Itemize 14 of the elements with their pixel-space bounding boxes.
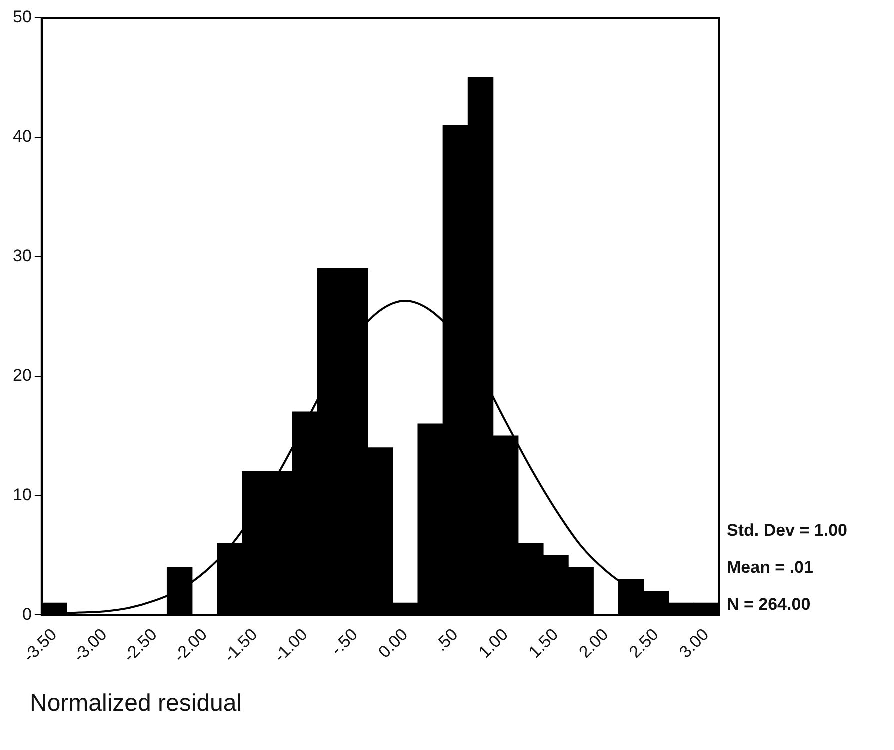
- y-tick-label: 30: [12, 246, 32, 266]
- y-tick-label: 40: [12, 127, 32, 146]
- x-tick-label: -.50: [327, 625, 362, 660]
- text: Mean = .01: [727, 558, 814, 577]
- y-tick-label: 50: [12, 8, 32, 27]
- text: Std. Dev = 1.00: [727, 520, 848, 540]
- x-tick-label: 0.00: [374, 625, 412, 662]
- y-tick-label: 10: [12, 485, 32, 504]
- x-tick-label: 3.00: [676, 625, 713, 662]
- text: N = 264.00: [727, 594, 811, 614]
- y-tick-label: 20: [12, 366, 32, 385]
- x-tick-label: .50: [432, 625, 462, 656]
- y-tick-label: 0: [22, 604, 32, 624]
- x-axis-title: Normalized residual: [30, 690, 242, 718]
